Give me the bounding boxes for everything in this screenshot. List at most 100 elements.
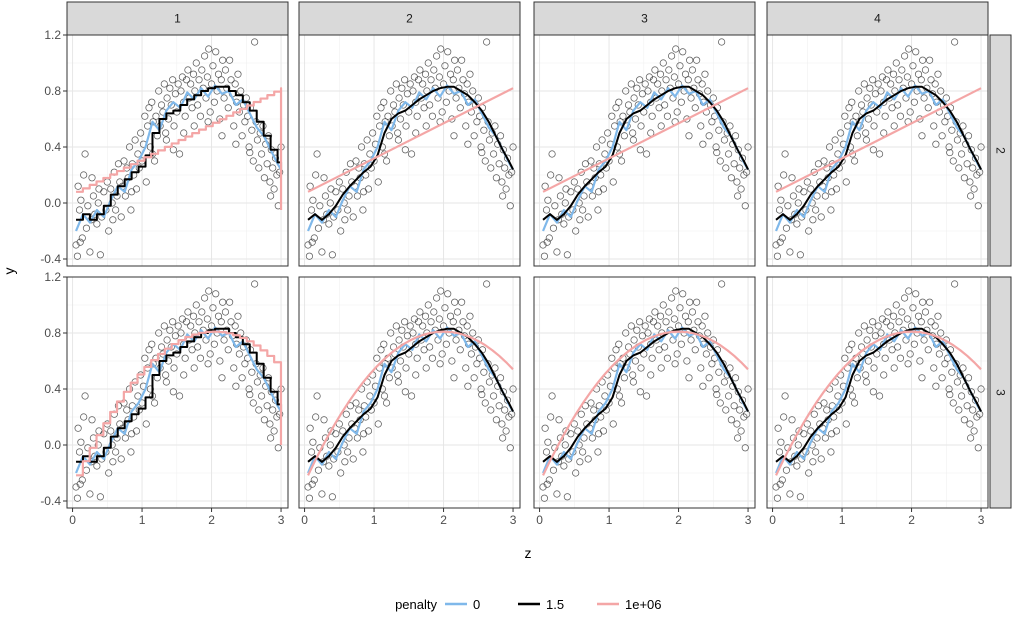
data-point xyxy=(876,392,884,400)
data-point xyxy=(718,38,726,46)
data-point xyxy=(713,149,721,157)
data-point xyxy=(487,406,495,414)
data-point xyxy=(381,118,389,126)
data-point xyxy=(662,76,670,84)
panel-r2-c2 xyxy=(298,34,521,267)
data-point xyxy=(817,213,825,221)
data-point xyxy=(426,343,434,351)
data-point xyxy=(456,346,464,354)
data-point xyxy=(731,374,740,382)
data-point xyxy=(309,196,317,204)
data-point xyxy=(446,312,455,320)
data-point xyxy=(155,87,163,95)
data-point xyxy=(314,466,323,474)
data-point xyxy=(969,164,977,172)
data-point xyxy=(643,392,651,400)
panel-r2-c1: -0.4 0.0 0.4 0.8 1.2 xyxy=(40,28,289,267)
data-point xyxy=(584,455,592,463)
data-point xyxy=(594,448,602,456)
data-point xyxy=(238,132,246,140)
data-point xyxy=(741,444,749,452)
data-point xyxy=(863,94,871,102)
data-point xyxy=(869,388,877,396)
data-point xyxy=(572,227,580,235)
data-point xyxy=(451,298,459,306)
data-point xyxy=(492,174,500,182)
data-point xyxy=(458,298,466,306)
data-point xyxy=(794,441,802,449)
data-point xyxy=(414,76,423,84)
data-point xyxy=(224,104,232,112)
data-point xyxy=(442,98,450,106)
data-point xyxy=(814,160,823,168)
data-point xyxy=(699,382,707,390)
data-point xyxy=(688,66,697,74)
data-point xyxy=(496,132,505,140)
data-point xyxy=(327,427,335,435)
data-point xyxy=(905,287,913,295)
data-point xyxy=(394,129,402,137)
data-point xyxy=(141,112,149,120)
data-point xyxy=(377,346,385,354)
data-point xyxy=(727,174,735,182)
data-point xyxy=(128,188,136,196)
data-point xyxy=(313,392,321,400)
data-point xyxy=(608,112,616,120)
facet-strip-col xyxy=(66,1,289,36)
data-point xyxy=(498,178,506,186)
data-point xyxy=(638,90,646,98)
data-point xyxy=(587,157,595,165)
x-tick-label: 0 xyxy=(536,513,543,527)
data-point xyxy=(182,76,191,84)
data-point xyxy=(335,178,343,186)
data-point xyxy=(919,56,927,64)
legend-label: 1.5 xyxy=(546,597,564,612)
data-point xyxy=(327,185,335,193)
data-point xyxy=(238,374,246,382)
data-point xyxy=(328,493,336,501)
data-point xyxy=(194,101,202,109)
data-point xyxy=(318,248,326,256)
data-point xyxy=(624,101,633,109)
data-point xyxy=(644,329,652,337)
data-point xyxy=(498,420,506,428)
data-point xyxy=(209,62,217,70)
data-point xyxy=(775,206,784,214)
data-point xyxy=(395,336,403,344)
data-point xyxy=(555,174,563,182)
data-point xyxy=(188,104,196,112)
data-point xyxy=(308,238,316,246)
data-point xyxy=(189,70,198,78)
data-point xyxy=(553,248,561,256)
data-point xyxy=(392,322,400,330)
data-point xyxy=(402,122,410,130)
data-point xyxy=(850,157,859,165)
data-point xyxy=(803,178,811,186)
y-tick-label: 0.8 xyxy=(44,84,61,98)
data-point xyxy=(973,413,981,421)
data-point xyxy=(120,157,128,165)
data-point xyxy=(260,416,268,424)
data-point xyxy=(951,280,959,288)
data-point xyxy=(876,150,884,158)
data-point xyxy=(169,146,177,154)
data-point xyxy=(248,126,256,134)
data-point xyxy=(789,192,797,200)
data-point xyxy=(506,444,514,452)
data-point xyxy=(112,206,120,214)
data-point xyxy=(969,406,977,414)
data-point xyxy=(187,322,195,330)
data-point xyxy=(398,84,406,92)
data-point xyxy=(420,104,428,112)
data-point xyxy=(192,59,200,67)
data-point xyxy=(691,104,699,112)
x-tick-label: 3 xyxy=(978,513,985,527)
data-point xyxy=(920,336,928,344)
data-point xyxy=(312,171,320,179)
panel-r3-c3: 0 1 2 3 xyxy=(533,276,756,527)
data-point xyxy=(441,304,449,312)
data-point xyxy=(649,76,658,84)
panel-r2-c4 xyxy=(766,34,989,267)
data-point xyxy=(88,416,96,424)
data-point xyxy=(827,206,835,214)
